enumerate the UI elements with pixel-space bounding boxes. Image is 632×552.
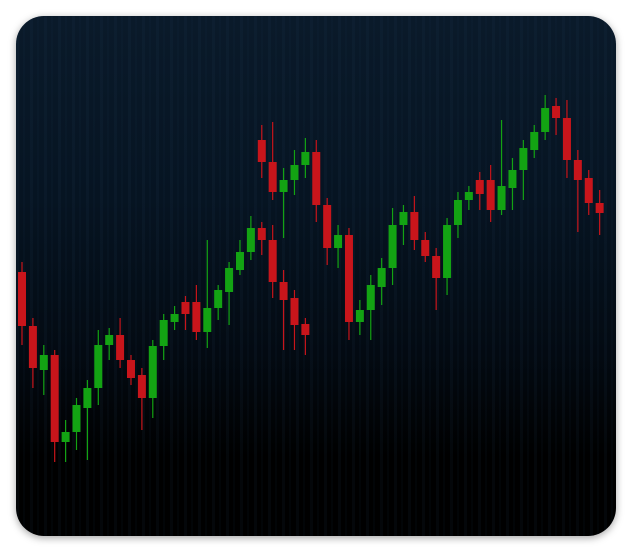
candle-body [421,240,430,256]
candle-body [268,162,277,192]
candle-body [584,178,593,203]
candle-body [181,302,190,314]
candle-body [94,345,103,388]
candle-body [61,432,70,442]
candle-body [377,268,386,287]
candle-body [39,355,48,370]
candle-body [301,152,310,165]
candle-body [552,106,561,118]
candle-body [214,290,223,308]
candle-body [279,282,288,300]
candle-body [562,118,571,160]
candle-body [137,375,146,398]
candle-body [595,203,604,213]
candle-body [225,268,234,292]
candle-body [530,132,539,150]
candle-body [170,314,179,322]
candle-body [541,108,550,132]
candle-body [464,192,473,200]
candle-body [148,346,157,398]
candle-body [519,148,528,170]
candle-body [334,235,343,248]
candle-body [475,180,484,194]
candle-body [290,298,299,325]
candle-body [290,165,299,180]
candle-body [203,308,212,332]
candle-body [72,405,81,432]
candle-body [453,200,462,225]
candle-body [257,140,266,162]
candle-body [126,360,135,378]
candle-body [235,252,244,270]
candle-body [17,272,26,326]
candle-body [443,225,452,278]
candle-body [486,180,495,210]
candle-body [246,228,255,252]
candle-body [159,320,168,346]
candle-body [28,326,37,368]
candle-body [399,212,408,225]
chart-card [16,16,616,536]
candle-body [50,355,59,442]
candle-body [508,170,517,188]
candle-body [301,324,310,335]
candle-body [192,302,201,332]
candle-body [573,160,582,180]
candle-body [116,335,125,360]
candle-body [432,256,441,278]
candle-body [355,310,364,322]
candle-body [344,235,353,322]
candle-body [388,225,397,268]
candle-body [105,335,114,345]
candle-body [312,152,321,205]
candle-body [268,240,277,282]
candle-body [410,212,419,240]
candle-body [83,388,92,408]
candle-body [366,285,375,310]
candle-body [257,228,266,240]
candle-body [279,180,288,192]
candle-body [497,186,506,210]
candle-body [323,205,332,248]
